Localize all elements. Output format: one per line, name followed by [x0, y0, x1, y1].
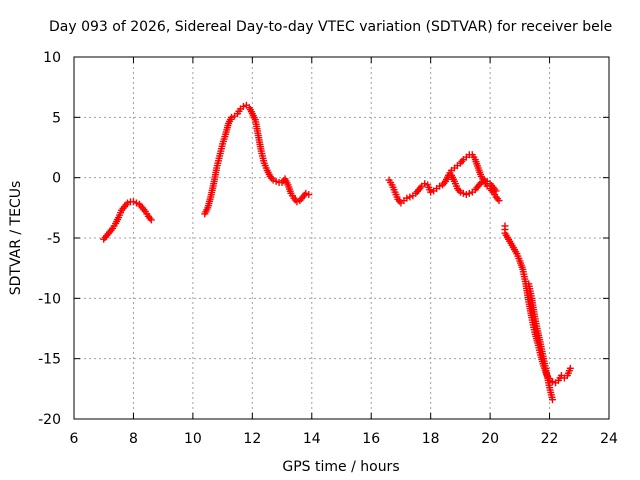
data-point [305, 191, 313, 199]
x-axis-label: GPS time / hours [282, 459, 399, 475]
y-tick-label: 10 [43, 50, 61, 66]
data-points [100, 101, 574, 404]
y-tick-label: -5 [47, 231, 61, 247]
y-tick-label: -15 [38, 352, 61, 368]
x-tick-label: 12 [243, 431, 261, 447]
x-tick-label: 22 [541, 431, 559, 447]
data-point [566, 364, 574, 372]
tick-labels: 6 8 10 12 14 16 18 20 22 24 10 5 0 -5 -10 -15 -20 [38, 50, 618, 447]
x-tick-label: 8 [129, 431, 138, 447]
y-tick-label: 0 [52, 171, 61, 187]
data-point [492, 187, 500, 195]
chart-title: Day 093 of 2026, Sidereal Day-to-day VTE… [49, 19, 612, 35]
y-tick-label: -20 [38, 412, 61, 428]
x-tick-label: 24 [600, 431, 618, 447]
plot-frame [73, 56, 610, 420]
y-axis-label: SDTVAR / TECUs [8, 181, 24, 296]
x-tick-label: 16 [362, 431, 380, 447]
x-tick-label: 10 [184, 431, 202, 447]
x-tick-label: 20 [481, 431, 499, 447]
x-tick-label: 14 [303, 431, 321, 447]
y-tick-label: 5 [52, 110, 61, 126]
data-point [147, 216, 155, 224]
data-point [549, 396, 557, 404]
x-tick-label: 6 [70, 431, 79, 447]
y-tick-label: -10 [38, 291, 61, 307]
data-point [495, 197, 503, 205]
x-tick-label: 18 [422, 431, 440, 447]
